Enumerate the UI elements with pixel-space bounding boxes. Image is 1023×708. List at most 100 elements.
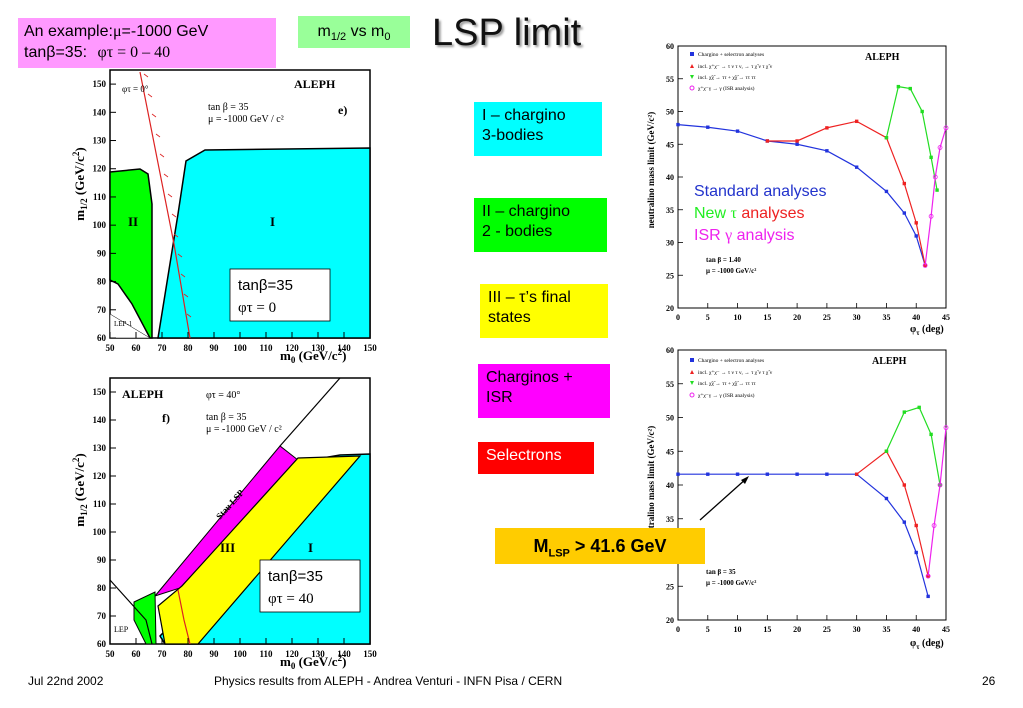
x-tick-label: 50 [106,649,116,659]
series-line [767,120,926,266]
x-tick-label: 40 [912,313,920,322]
data-point [929,432,933,437]
data-point [735,472,740,476]
tanb-label: tan β = 1.40 [706,256,741,264]
data-point [884,449,889,453]
legend-item: incl. χ⁺χ⁻ → τ ν τ ν, → τ χ̃ ν τ χ̃ ν [698,369,773,376]
inset-phi: φτ = 40 [268,591,314,607]
x-axis-label: m0 (GeV/c2) [280,653,346,670]
analysis-legend: Standard analyses New τ analyses ISR γ a… [694,181,827,247]
y-tick-label: 40 [666,481,674,490]
isr-label: ISR [694,227,726,244]
x-tick-label: 25 [823,313,831,322]
legend: Chargino + selectron analyses incl. χ⁺χ⁻… [689,52,773,92]
legend-item: Chargino + selectron analyses [698,52,764,58]
data-point [926,594,930,599]
legend-item: Chargino + selectron analyses [698,358,764,364]
data-point [706,125,710,129]
y-tick-label: 100 [93,220,107,230]
y-axis-label: neutralino mass limit (GeV/c²) [646,112,656,228]
x-tick-label: 70 [158,649,168,659]
x-axis-label: φτ (deg) [910,638,944,651]
y-tick-label: 130 [93,136,107,146]
x-tick-label: 100 [233,343,247,353]
data-point [929,155,933,160]
data-point [920,109,924,114]
plot-right-top: 0 5 10 15 20 25 30 35 40 45 20 25 30 35 40 45 50 55 60 ALE… [646,42,950,337]
x-tick-label: 100 [233,649,247,659]
x-tick-label: 45 [942,313,950,322]
x-tick-label: 5 [706,625,710,634]
data-point [884,189,889,194]
legend-box-selectrons: Selectrons [478,442,594,474]
sub-half: 1/2 [330,31,347,44]
legend-text-2: states [488,309,531,326]
y-tick-label: 50 [666,414,674,423]
data-point [943,125,949,131]
y-tick-label: 150 [93,79,107,89]
x-tick-label: 35 [882,625,890,634]
data-point [854,165,859,169]
y-axis-label: m1/2 (GeV/c2) [71,453,89,526]
data-point [854,472,859,476]
x-tick-label: 120 [285,343,299,353]
example-phi: φτ = 0 – 40 [97,44,171,61]
y-tick-label: 60 [666,346,674,355]
legend-text-2: 2 - bodies [482,223,553,240]
x-tick-label: 110 [259,649,273,659]
y-tick-label: 40 [666,173,674,182]
tanb-label: tan β = 35 [706,568,736,576]
example-line-2: tanβ=35: φτ = 0 – 40 [24,42,270,63]
y-tick-label: 50 [666,108,674,117]
x-tick-label: 15 [763,313,771,322]
y-tick-label: 55 [666,380,674,389]
inset-tanb: tanβ=35 [268,568,323,585]
legend-box-charginos-isr: Charginos + ISR [478,364,610,418]
x-tick-label: 130 [311,343,325,353]
data-point [884,496,889,501]
x-tick-label: 0 [676,313,680,322]
m-symbol: m [317,23,331,40]
y-tick-label: 80 [97,583,107,593]
example-line-1: An example:μ=-1000 GeV [24,21,270,42]
plot-top-left: φτ = 0° ALEPH tan β = 35 μ = -1000 GeV /… [71,69,377,364]
lep-label: LEP-1 [114,320,133,328]
tau-symbol: τ [730,205,737,222]
data-point [917,405,921,410]
data-point [931,523,937,528]
y-axis-label: neutralino mass limit (GeV/c²) [646,426,656,542]
x-tick-label: 0 [676,625,680,634]
example-mu-value: =-1000 GeV [121,23,209,40]
region-I-label: I [270,214,275,229]
y-tick-label: 35 [666,206,674,215]
data-point [914,523,918,528]
inset-tanb: tanβ=35 [238,277,293,294]
legend-text: I – chargino [482,107,566,124]
result-sub: LSP [548,547,570,560]
axes: 50 60 70 80 90 100 110 120 130 140 150607080901001… [93,387,378,659]
result-value: > 41.6 GeV [569,536,667,556]
y-tick-label: 20 [666,616,674,625]
x-tick-label: 140 [337,343,351,353]
data-point [902,211,907,215]
x-tick-label: 120 [285,649,299,659]
y-tick-label: 120 [93,164,107,174]
aleph-label: ALEPH [872,356,907,367]
footer-date: Jul 22nd 2002 [28,674,104,688]
slide-title: LSP limit [432,12,582,54]
x-tick-label: 60 [132,343,142,353]
legend-text-2: 3-bodies [482,127,544,144]
y-tick-label: 35 [666,515,674,524]
y-tick-label: 120 [93,471,107,481]
data-point [925,573,931,579]
isr-line: ISR γ analysis [694,225,827,247]
vs-text: vs m [346,23,385,40]
legend-text: III – τ’s final [488,289,571,306]
data-point [902,410,907,414]
data-point [735,129,740,133]
y-tick-label: 110 [93,192,107,202]
legend-item: χ⁺χ⁻γ → γ (ISR analysis) [698,85,755,92]
x-tick-label: 10 [734,625,742,634]
data-point [932,174,938,180]
plot-area: 0 5 10 15 20 25 30 35 40 45 20 25 30 35 40 45 50 55 60 [666,42,950,322]
